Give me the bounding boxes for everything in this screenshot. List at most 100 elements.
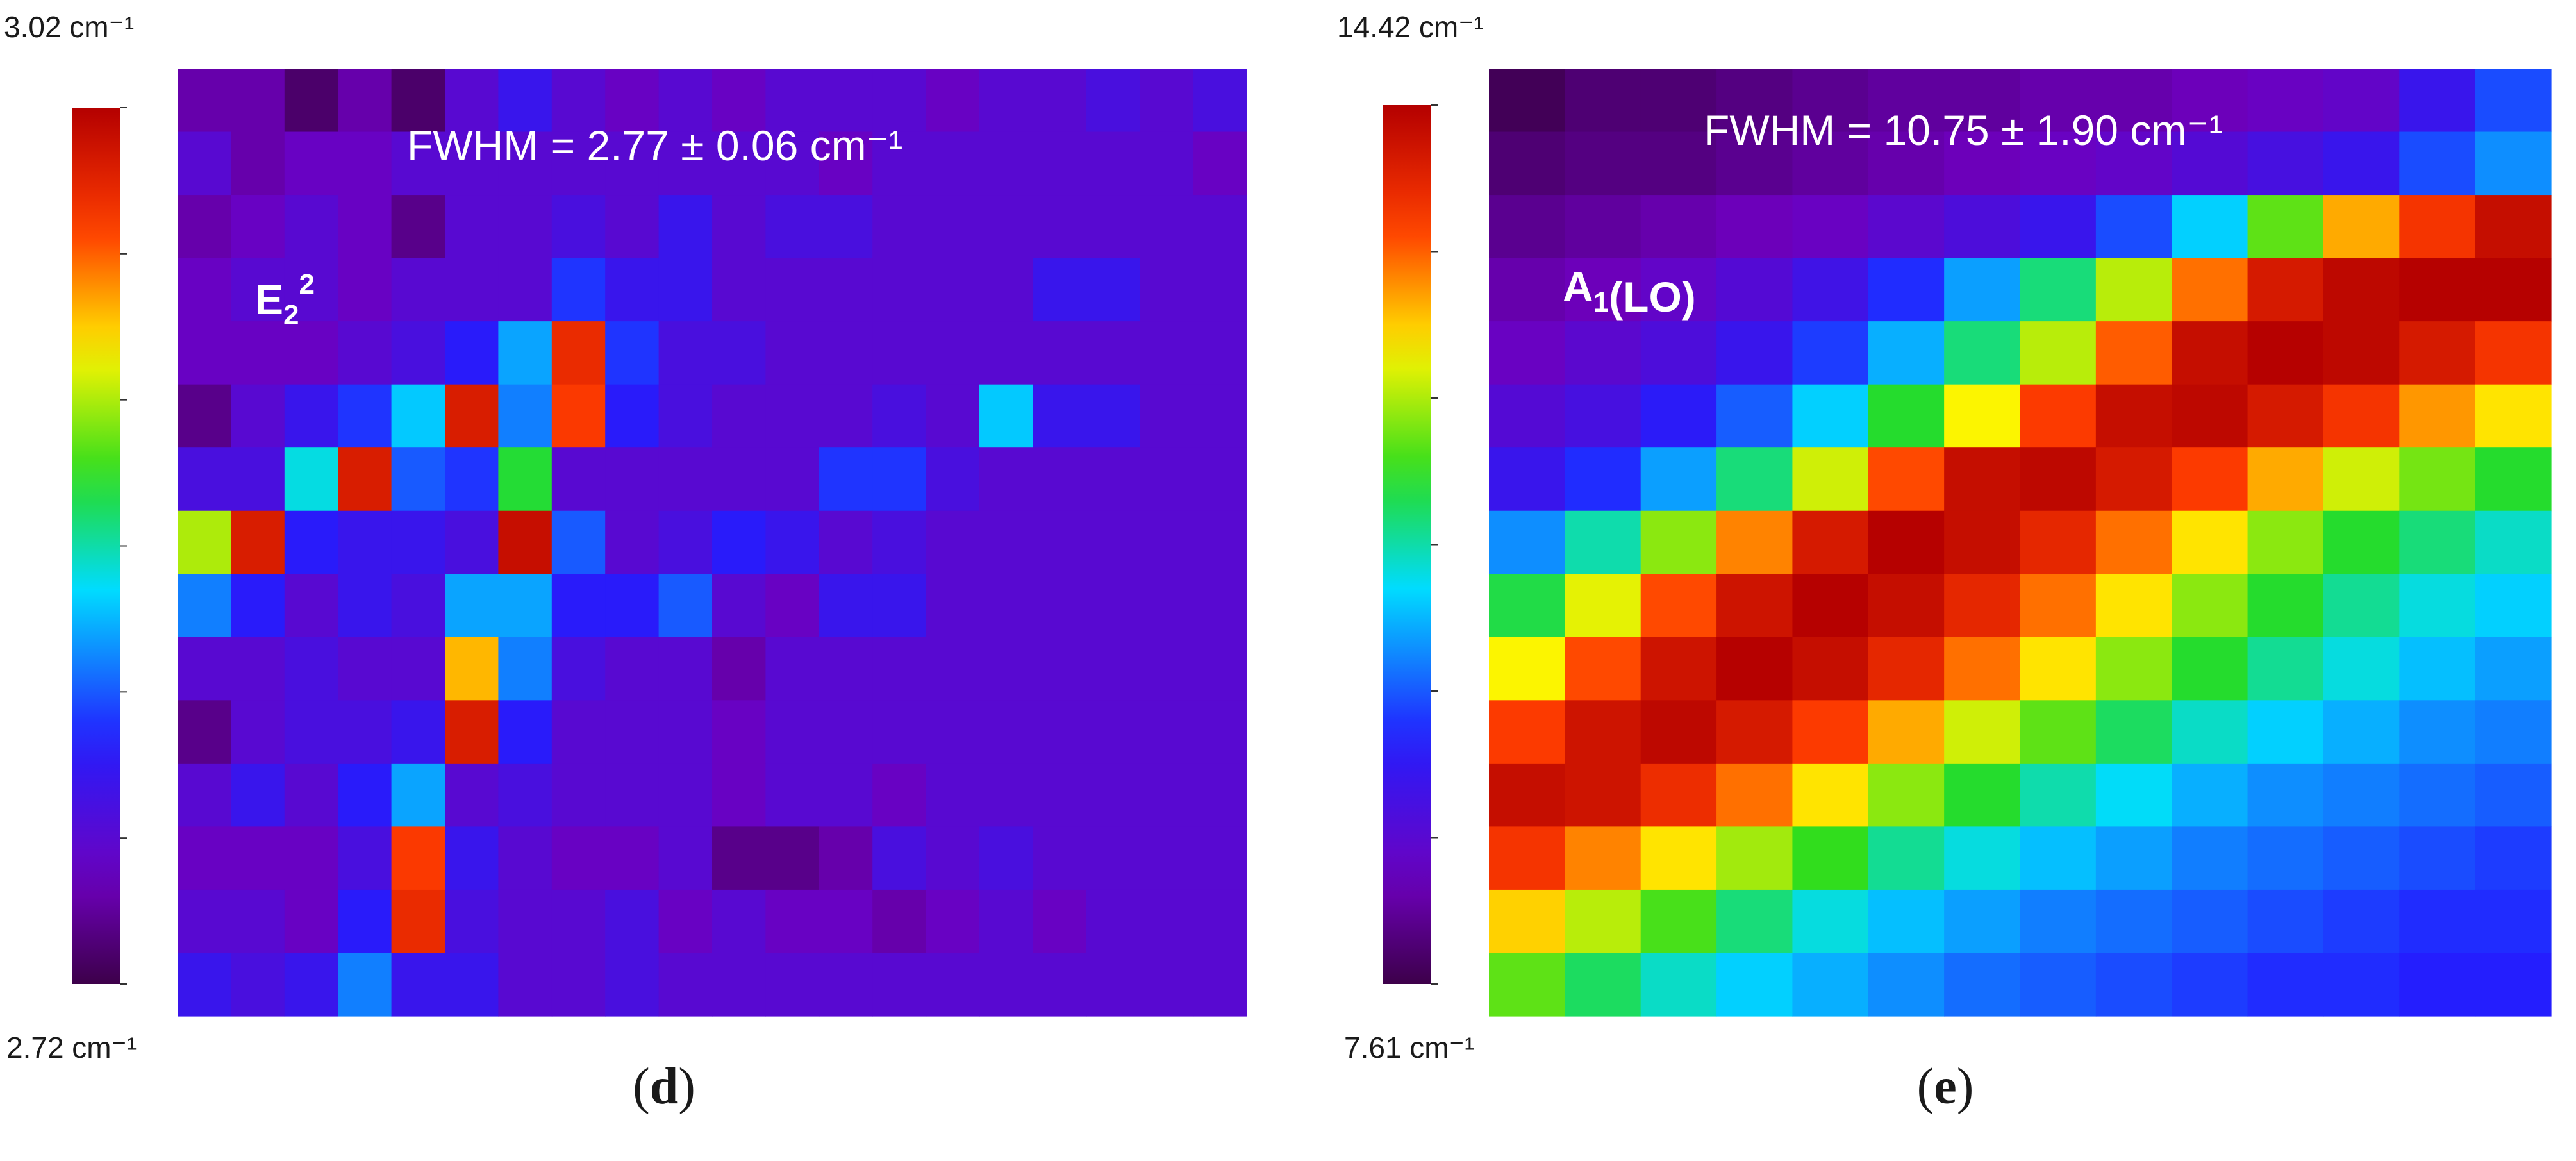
heatmap-cell bbox=[2020, 826, 2097, 890]
heatmap-cell bbox=[552, 511, 606, 574]
heatmap-cell bbox=[178, 69, 231, 132]
heatmap-cell bbox=[231, 890, 285, 953]
heatmap-cell bbox=[659, 574, 713, 637]
heatmap-cell bbox=[2020, 953, 2097, 1016]
heatmap-cell bbox=[1489, 385, 1565, 448]
heatmap-cell bbox=[659, 321, 713, 385]
heatmap-cell bbox=[445, 826, 499, 890]
heatmap-cell bbox=[2020, 700, 2097, 764]
heatmap-cell bbox=[2096, 195, 2172, 258]
heatmap-cell bbox=[605, 764, 659, 827]
heatmap-cell bbox=[1868, 447, 1945, 511]
heatmap-cell bbox=[712, 637, 766, 701]
heatmap-cell bbox=[1944, 195, 2020, 258]
heatmap-cell bbox=[231, 321, 285, 385]
heatmap-cell bbox=[712, 953, 766, 1016]
heatmap-cell bbox=[659, 258, 713, 322]
heatmap-cell bbox=[552, 700, 606, 764]
heatmap-cell bbox=[231, 132, 285, 196]
heatmap-cell bbox=[659, 890, 713, 953]
heatmap-cell bbox=[285, 195, 338, 258]
heatmap-cell bbox=[1086, 258, 1140, 322]
heatmap-cell bbox=[445, 385, 499, 448]
heatmap-cell bbox=[659, 953, 713, 1016]
heatmap-cell bbox=[1868, 511, 1945, 574]
heatmap-cell bbox=[1489, 700, 1565, 764]
heatmap-cell bbox=[1792, 385, 1868, 448]
heatmap-cell bbox=[2323, 195, 2400, 258]
heatmap-cell bbox=[2172, 953, 2248, 1016]
heatmap-cell bbox=[1641, 700, 1717, 764]
heatmap-cell bbox=[1140, 637, 1193, 701]
heatmap-cell bbox=[338, 447, 392, 511]
heatmap-cell bbox=[1641, 574, 1717, 637]
heatmap-cell bbox=[1033, 511, 1086, 574]
heatmap-cell bbox=[765, 637, 819, 701]
heatmap-cell bbox=[2475, 132, 2552, 196]
heatmap-cell bbox=[819, 764, 873, 827]
heatmap-cell bbox=[2475, 258, 2552, 322]
heatmap-cell bbox=[445, 574, 499, 637]
heatmap-cell bbox=[231, 637, 285, 701]
heatmap-cell bbox=[1033, 195, 1086, 258]
heatmap-cell bbox=[926, 764, 980, 827]
heatmap-cell bbox=[552, 637, 606, 701]
heatmap-cell bbox=[765, 826, 819, 890]
heatmap-cell bbox=[2399, 953, 2475, 1016]
heatmap-cell bbox=[445, 511, 499, 574]
heatmap-cell bbox=[285, 637, 338, 701]
heatmap-cell bbox=[285, 385, 338, 448]
heatmap-cell bbox=[552, 195, 606, 258]
heatmap-cell bbox=[2323, 637, 2400, 701]
heatmap-cell bbox=[659, 385, 713, 448]
heatmap-cell bbox=[926, 385, 980, 448]
heatmap-cell bbox=[1086, 321, 1140, 385]
heatmap-cell bbox=[1140, 385, 1193, 448]
heatmap-cell bbox=[2172, 890, 2248, 953]
heatmap-cell bbox=[926, 637, 980, 701]
heatmap-cell bbox=[1193, 764, 1247, 827]
heatmap-cell bbox=[979, 132, 1033, 196]
heatmap-cell bbox=[2323, 700, 2400, 764]
heatmap-cell bbox=[552, 574, 606, 637]
heatmap-cell bbox=[285, 574, 338, 637]
heatmap-cell bbox=[2323, 890, 2400, 953]
heatmap-cell bbox=[926, 132, 980, 196]
heatmap-cell bbox=[819, 447, 873, 511]
heatmap-cell bbox=[231, 574, 285, 637]
heatmap-cell bbox=[1489, 132, 1565, 196]
heatmap-cell bbox=[819, 195, 873, 258]
heatmap-cell bbox=[178, 258, 231, 322]
heatmap-cell bbox=[392, 826, 445, 890]
heatmap-cell bbox=[2172, 321, 2248, 385]
colorbar-ticks bbox=[120, 108, 127, 984]
heatmap-cell bbox=[1641, 511, 1717, 574]
heatmap-cell bbox=[498, 574, 552, 637]
heatmap-cell bbox=[498, 385, 552, 448]
heatmap-cell bbox=[445, 890, 499, 953]
heatmap-cell bbox=[1641, 447, 1717, 511]
heatmap-cell bbox=[1086, 764, 1140, 827]
heatmap-cell bbox=[1489, 574, 1565, 637]
heatmap-cell bbox=[819, 574, 873, 637]
heatmap-cell bbox=[338, 764, 392, 827]
heatmap-cell bbox=[1792, 953, 1868, 1016]
panel-e: 14.42 cm⁻¹ 7.61 cm⁻¹ FWHM = 10.75 ± 1.90… bbox=[1308, 0, 2576, 1161]
heatmap-cell bbox=[2172, 511, 2248, 574]
heatmap-cell bbox=[2096, 637, 2172, 701]
heatmap-cell bbox=[605, 385, 659, 448]
heatmap-cell bbox=[392, 385, 445, 448]
heatmap-cell bbox=[1944, 953, 2020, 1016]
mode-label-base: A bbox=[1563, 263, 1593, 310]
heatmap-cell bbox=[552, 826, 606, 890]
heatmap-cell bbox=[1641, 385, 1717, 448]
heatmap-cell bbox=[2323, 511, 2400, 574]
heatmap-cell bbox=[1792, 321, 1868, 385]
heatmap-cell bbox=[605, 890, 659, 953]
heatmap-cell bbox=[1086, 953, 1140, 1016]
fwhm-annotation: FWHM = 2.77 ± 0.06 cm⁻¹ bbox=[407, 122, 902, 169]
heatmap-cell bbox=[605, 826, 659, 890]
heatmap-cell bbox=[178, 132, 231, 196]
heatmap-cell bbox=[2096, 385, 2172, 448]
heatmap-cell bbox=[1792, 195, 1868, 258]
